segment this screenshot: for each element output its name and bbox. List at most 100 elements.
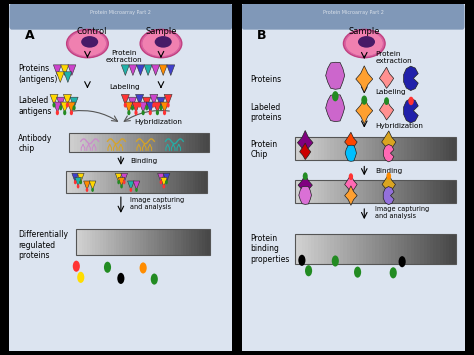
- Polygon shape: [321, 234, 324, 264]
- Polygon shape: [202, 229, 205, 255]
- Circle shape: [390, 267, 397, 278]
- Circle shape: [70, 110, 73, 115]
- Polygon shape: [156, 229, 159, 255]
- Polygon shape: [173, 171, 176, 193]
- Polygon shape: [414, 180, 417, 203]
- Polygon shape: [89, 171, 91, 193]
- Polygon shape: [85, 133, 88, 152]
- Polygon shape: [379, 67, 394, 88]
- Polygon shape: [439, 137, 443, 160]
- Polygon shape: [305, 234, 308, 264]
- Polygon shape: [372, 137, 375, 160]
- Polygon shape: [404, 99, 418, 123]
- Polygon shape: [122, 133, 125, 152]
- Circle shape: [384, 97, 389, 105]
- Polygon shape: [198, 133, 201, 152]
- Polygon shape: [132, 102, 140, 113]
- Polygon shape: [359, 180, 363, 203]
- Circle shape: [361, 95, 367, 105]
- Polygon shape: [401, 180, 404, 203]
- Polygon shape: [97, 171, 100, 193]
- Polygon shape: [194, 229, 197, 255]
- Polygon shape: [345, 132, 357, 151]
- Polygon shape: [157, 97, 165, 108]
- Polygon shape: [74, 133, 77, 152]
- Text: Antibody
chip: Antibody chip: [18, 134, 53, 153]
- Polygon shape: [197, 229, 199, 255]
- Polygon shape: [75, 171, 78, 193]
- Ellipse shape: [344, 29, 385, 58]
- Circle shape: [63, 110, 66, 115]
- Polygon shape: [295, 234, 299, 264]
- Text: Binding: Binding: [130, 158, 157, 164]
- Polygon shape: [137, 65, 145, 76]
- FancyBboxPatch shape: [9, 4, 232, 30]
- Polygon shape: [161, 102, 169, 113]
- Circle shape: [303, 172, 308, 180]
- Polygon shape: [156, 171, 159, 193]
- Text: Protein Microarray Part 2: Protein Microarray Part 2: [323, 10, 383, 15]
- Polygon shape: [201, 171, 204, 193]
- Circle shape: [66, 103, 69, 108]
- Polygon shape: [82, 229, 84, 255]
- Polygon shape: [64, 94, 72, 105]
- Circle shape: [298, 255, 305, 266]
- Polygon shape: [318, 180, 321, 203]
- Polygon shape: [189, 229, 191, 255]
- Polygon shape: [299, 180, 301, 203]
- Ellipse shape: [69, 31, 106, 56]
- Polygon shape: [147, 133, 150, 152]
- Polygon shape: [167, 229, 170, 255]
- Text: A: A: [25, 29, 35, 42]
- Polygon shape: [449, 137, 452, 160]
- Polygon shape: [170, 171, 173, 193]
- Polygon shape: [383, 144, 394, 162]
- Circle shape: [305, 265, 312, 276]
- Polygon shape: [330, 180, 334, 203]
- Polygon shape: [385, 137, 388, 160]
- Polygon shape: [369, 137, 372, 160]
- Polygon shape: [326, 95, 345, 122]
- Polygon shape: [76, 229, 79, 255]
- Ellipse shape: [142, 31, 180, 56]
- Polygon shape: [420, 234, 424, 264]
- Polygon shape: [125, 102, 133, 113]
- Polygon shape: [111, 229, 114, 255]
- Polygon shape: [146, 102, 155, 113]
- Circle shape: [53, 103, 55, 108]
- Polygon shape: [187, 171, 190, 193]
- Polygon shape: [155, 133, 158, 152]
- Polygon shape: [430, 137, 433, 160]
- Circle shape: [80, 180, 82, 184]
- Polygon shape: [356, 137, 359, 160]
- Text: Protein
Chip: Protein Chip: [251, 140, 278, 159]
- Polygon shape: [148, 171, 151, 193]
- Polygon shape: [184, 171, 187, 193]
- Polygon shape: [395, 180, 398, 203]
- Polygon shape: [82, 133, 85, 152]
- Polygon shape: [308, 234, 311, 264]
- Polygon shape: [382, 234, 385, 264]
- Polygon shape: [375, 234, 379, 264]
- Circle shape: [332, 91, 338, 101]
- Polygon shape: [133, 181, 140, 190]
- Circle shape: [152, 103, 155, 108]
- Polygon shape: [146, 229, 148, 255]
- Polygon shape: [388, 180, 392, 203]
- Polygon shape: [327, 137, 330, 160]
- Polygon shape: [439, 180, 443, 203]
- Ellipse shape: [140, 29, 182, 58]
- Polygon shape: [369, 234, 372, 264]
- Polygon shape: [314, 137, 318, 160]
- Polygon shape: [398, 137, 401, 160]
- Polygon shape: [144, 133, 147, 152]
- Polygon shape: [379, 99, 394, 120]
- Polygon shape: [366, 180, 369, 203]
- Polygon shape: [167, 133, 170, 152]
- Text: B: B: [257, 29, 267, 42]
- Polygon shape: [427, 234, 430, 264]
- Text: Sample: Sample: [348, 27, 380, 36]
- Text: Binding: Binding: [375, 168, 402, 174]
- Polygon shape: [437, 180, 439, 203]
- Polygon shape: [446, 137, 449, 160]
